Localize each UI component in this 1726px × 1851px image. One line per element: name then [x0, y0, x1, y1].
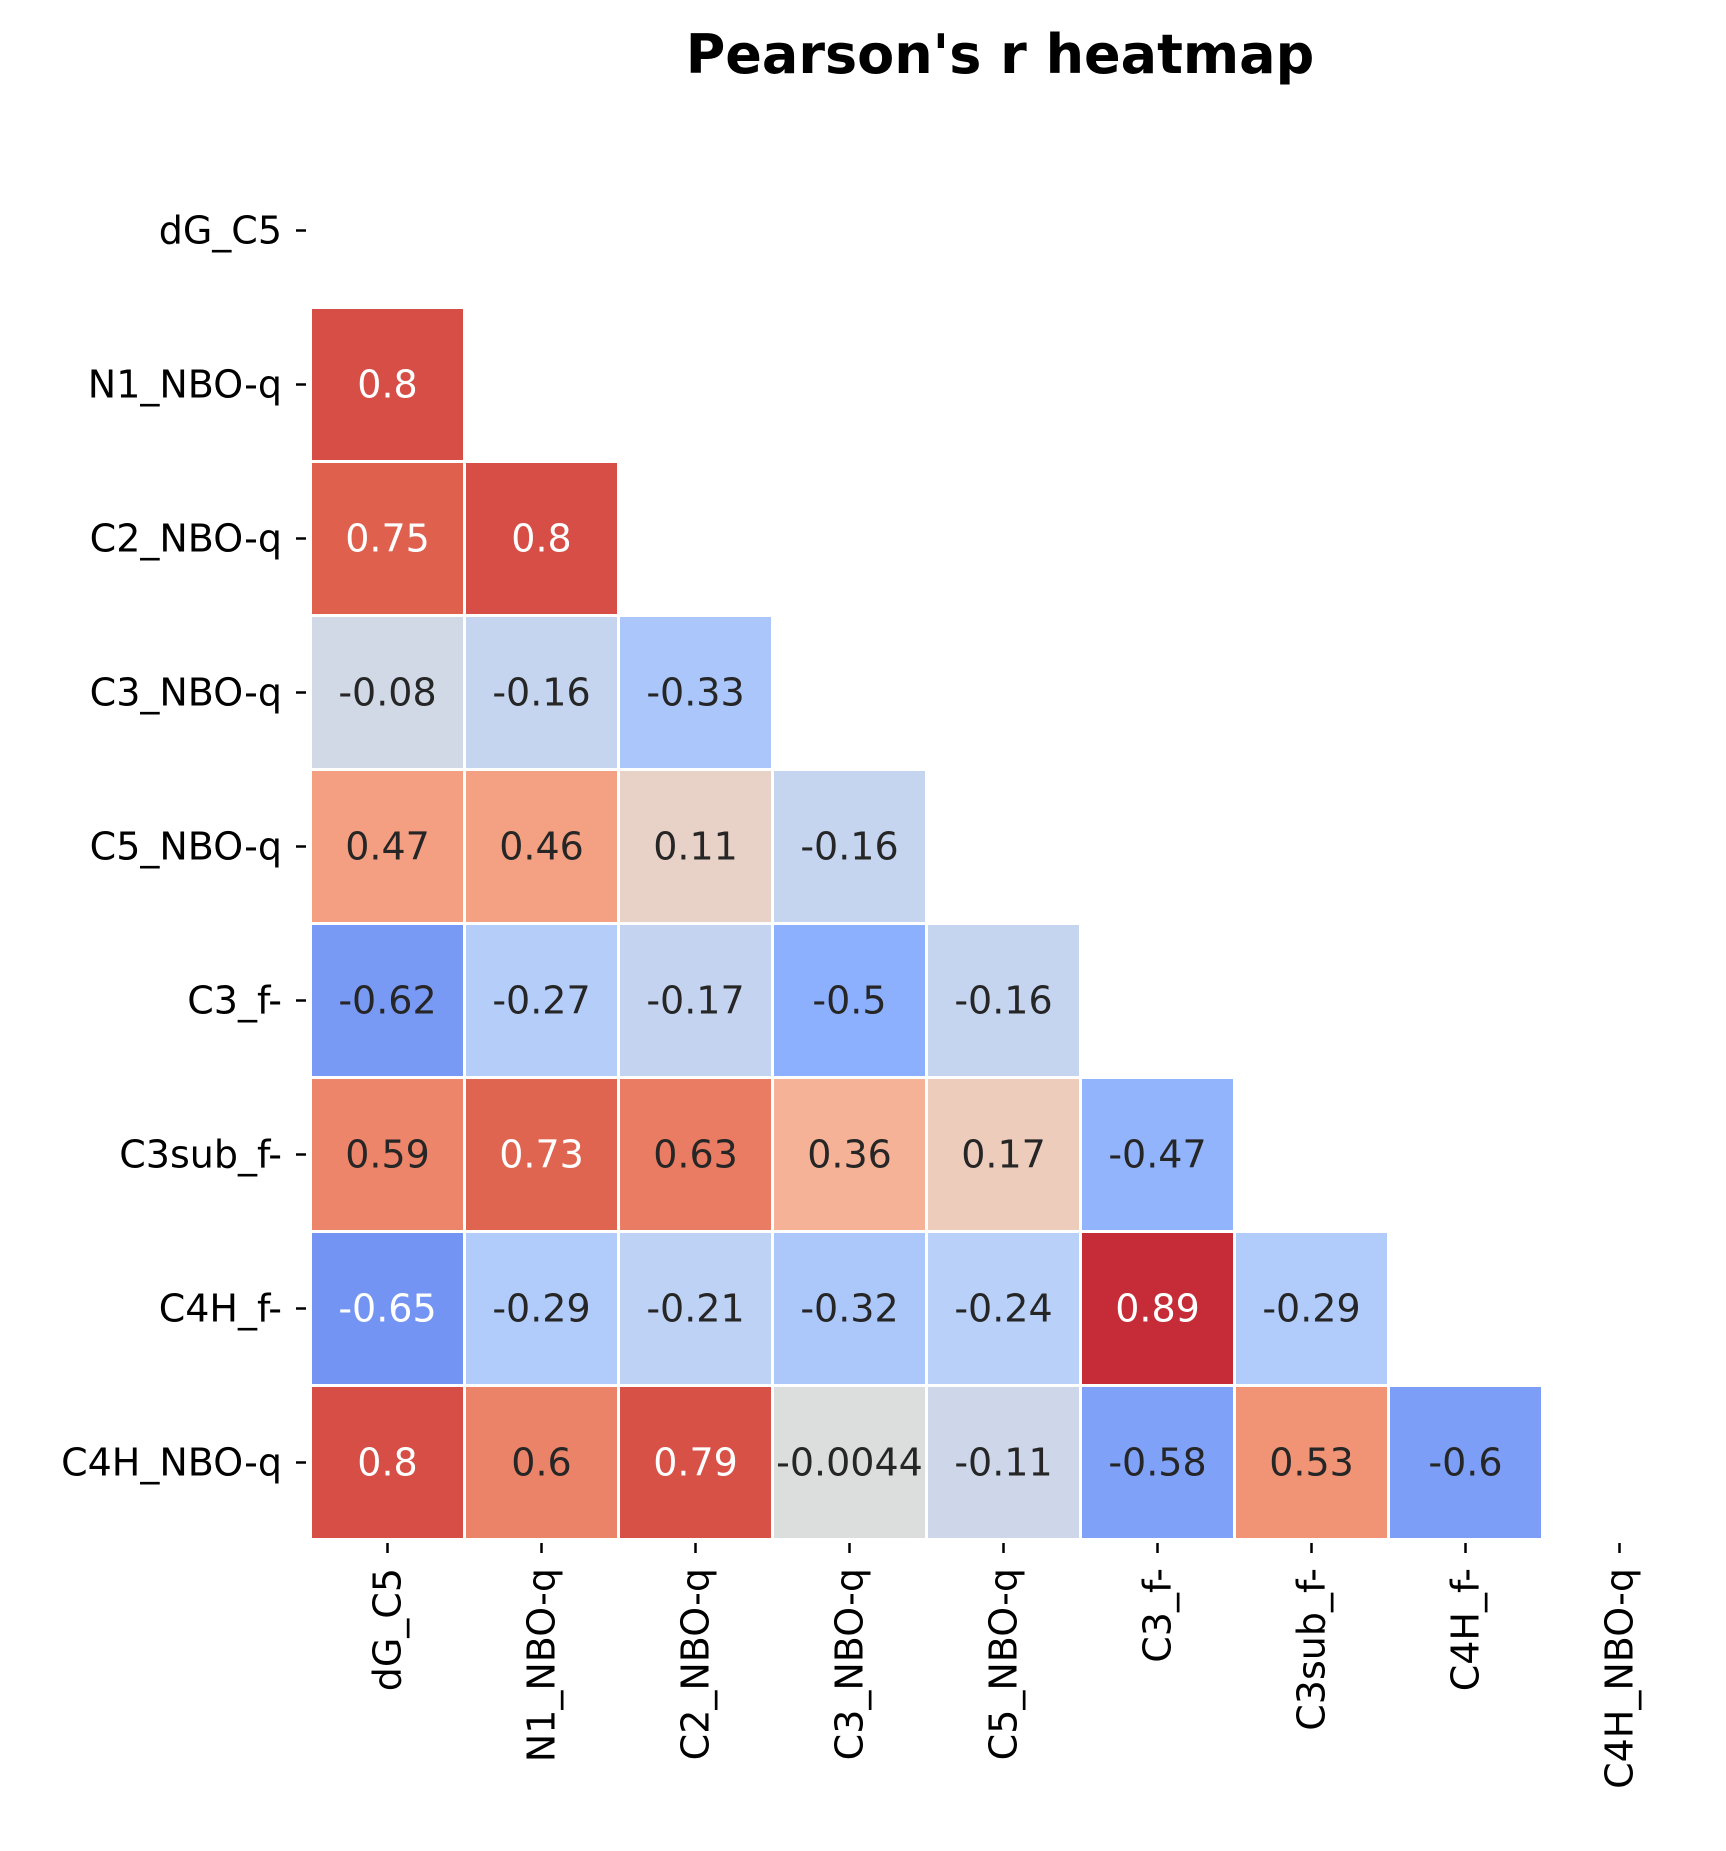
heatmap-cell [1236, 1233, 1387, 1384]
heatmap-cell-label: -0.58 [1108, 1441, 1206, 1485]
heatmap-cell [1082, 1079, 1233, 1230]
heatmap-cell-label: -0.65 [338, 1287, 436, 1331]
x-tick-label: C2_NBO-q [674, 1568, 718, 1760]
heatmap-cell-label: -0.47 [1108, 1133, 1206, 1177]
x-tick-label: N1_NBO-q [520, 1568, 564, 1762]
heatmap-cell-label: -0.6 [1428, 1441, 1502, 1485]
chart-title: Pearson's r heatmap [686, 23, 1315, 86]
y-tick-label: C3_f- [187, 979, 282, 1023]
heatmap-cell-label: -0.17 [646, 979, 744, 1023]
heatmap-cell [928, 1387, 1079, 1538]
heatmap-cell [620, 1387, 771, 1538]
heatmap-cells: 0.8 0.75 0.8 -0.08 -0.16 -0.33 0.47 0.46 0.11 -0.… [312, 309, 1541, 1538]
heatmap-cell [774, 1387, 925, 1538]
heatmap-cell [1082, 1233, 1233, 1384]
heatmap-cell [312, 925, 463, 1076]
heatmap-cell [466, 771, 617, 922]
heatmap-cell [312, 463, 463, 614]
heatmap-cell [774, 1233, 925, 1384]
heatmap-cell-label: 0.63 [653, 1133, 738, 1177]
heatmap-cell-label: 0.73 [499, 1133, 584, 1177]
heatmap-cell-label: -0.29 [1262, 1287, 1360, 1331]
x-tick-label: C3_f- [1136, 1568, 1180, 1663]
heatmap-cell-label: 0.17 [961, 1133, 1046, 1177]
heatmap-cell-label: -0.16 [800, 825, 898, 869]
x-tick-label: C4H_NBO-q [1598, 1568, 1642, 1789]
heatmap-cell [312, 1387, 463, 1538]
heatmap-cell-label: -0.62 [338, 979, 436, 1023]
heatmap-cell-label: 0.8 [511, 517, 571, 561]
heatmap-cell-label: 0.46 [499, 825, 584, 869]
heatmap-cell [312, 1079, 463, 1230]
y-tick-label: C3_NBO-q [90, 671, 282, 715]
heatmap-cell [466, 1079, 617, 1230]
heatmap-cell [312, 617, 463, 768]
heatmap-cell [620, 617, 771, 768]
heatmap-cell-label: -0.24 [954, 1287, 1052, 1331]
heatmap-cell-label: -0.33 [646, 671, 744, 715]
heatmap-cell [774, 925, 925, 1076]
heatmap-cell-label: -0.16 [954, 979, 1052, 1023]
heatmap-cell-label: -0.29 [492, 1287, 590, 1331]
heatmap-cell [928, 1079, 1079, 1230]
heatmap-cell [466, 925, 617, 1076]
heatmap-cell [1236, 1387, 1387, 1538]
heatmap-cell-label: -0.5 [812, 979, 886, 1023]
heatmap-cell-label: 0.89 [1115, 1287, 1200, 1331]
heatmap-cell [312, 309, 463, 460]
y-tick-label: C2_NBO-q [90, 517, 282, 561]
y-axis: dG_C5 N1_NBO-q C2_NBO-q C3_NBO-q C5_NBO-q C3_… [61, 209, 306, 1485]
heatmap-cell-label: 0.53 [1269, 1441, 1354, 1485]
heatmap-cell [620, 1233, 771, 1384]
x-tick-label: C3sub_f- [1290, 1568, 1334, 1731]
heatmap-cell [620, 1079, 771, 1230]
heatmap-cell [312, 771, 463, 922]
y-tick-label: dG_C5 [159, 209, 282, 253]
x-tick-label: C4H_f- [1444, 1568, 1488, 1691]
x-tick-label: C5_NBO-q [982, 1568, 1026, 1760]
heatmap-cell [928, 925, 1079, 1076]
y-tick-label: N1_NBO-q [88, 363, 282, 407]
y-tick-label: C3sub_f- [119, 1133, 282, 1177]
heatmap-cell [312, 1233, 463, 1384]
heatmap-cell-label: -0.08 [338, 671, 436, 715]
heatmap-cell-label: -0.11 [954, 1441, 1052, 1485]
heatmap-cell [928, 1233, 1079, 1384]
heatmap-cell [466, 617, 617, 768]
heatmap-cell-label: -0.27 [492, 979, 590, 1023]
heatmap-cell [466, 1387, 617, 1538]
heatmap-cell-label: 0.36 [807, 1133, 892, 1177]
heatmap-cell-label: 0.8 [357, 1441, 417, 1485]
heatmap-cell [774, 771, 925, 922]
heatmap-cell-label: -0.16 [492, 671, 590, 715]
heatmap-cell-label: 0.75 [345, 517, 430, 561]
y-tick-label: C4H_NBO-q [61, 1441, 282, 1485]
y-tick-label: C4H_f- [159, 1287, 282, 1331]
heatmap-cell-label: 0.47 [345, 825, 430, 869]
heatmap-cell [620, 925, 771, 1076]
x-tick-label: dG_C5 [366, 1568, 410, 1691]
heatmap-cell-label: 0.11 [653, 825, 738, 869]
heatmap-cell-label: 0.8 [357, 363, 417, 407]
x-axis: dG_C5 N1_NBO-q C2_NBO-q C3_NBO-q C5_NBO-q C3_… [366, 1543, 1642, 1789]
heatmap-cell-label: 0.79 [653, 1441, 738, 1485]
heatmap-cell-label: -0.21 [646, 1287, 744, 1331]
heatmap-cell [1082, 1387, 1233, 1538]
heatmap-cell-label: 0.6 [511, 1441, 571, 1485]
heatmap-cell-label: 0.59 [345, 1133, 430, 1177]
heatmap-cell [620, 771, 771, 922]
heatmap-cell [466, 463, 617, 614]
heatmap-cell [774, 1079, 925, 1230]
heatmap-cell-label: -0.32 [800, 1287, 898, 1331]
x-tick-label: C3_NBO-q [828, 1568, 872, 1760]
y-tick-label: C5_NBO-q [90, 825, 282, 869]
heatmap-cell-label: -0.0044 [776, 1441, 923, 1485]
heatmap-cell [466, 1233, 617, 1384]
heatmap-cell [1390, 1387, 1541, 1538]
